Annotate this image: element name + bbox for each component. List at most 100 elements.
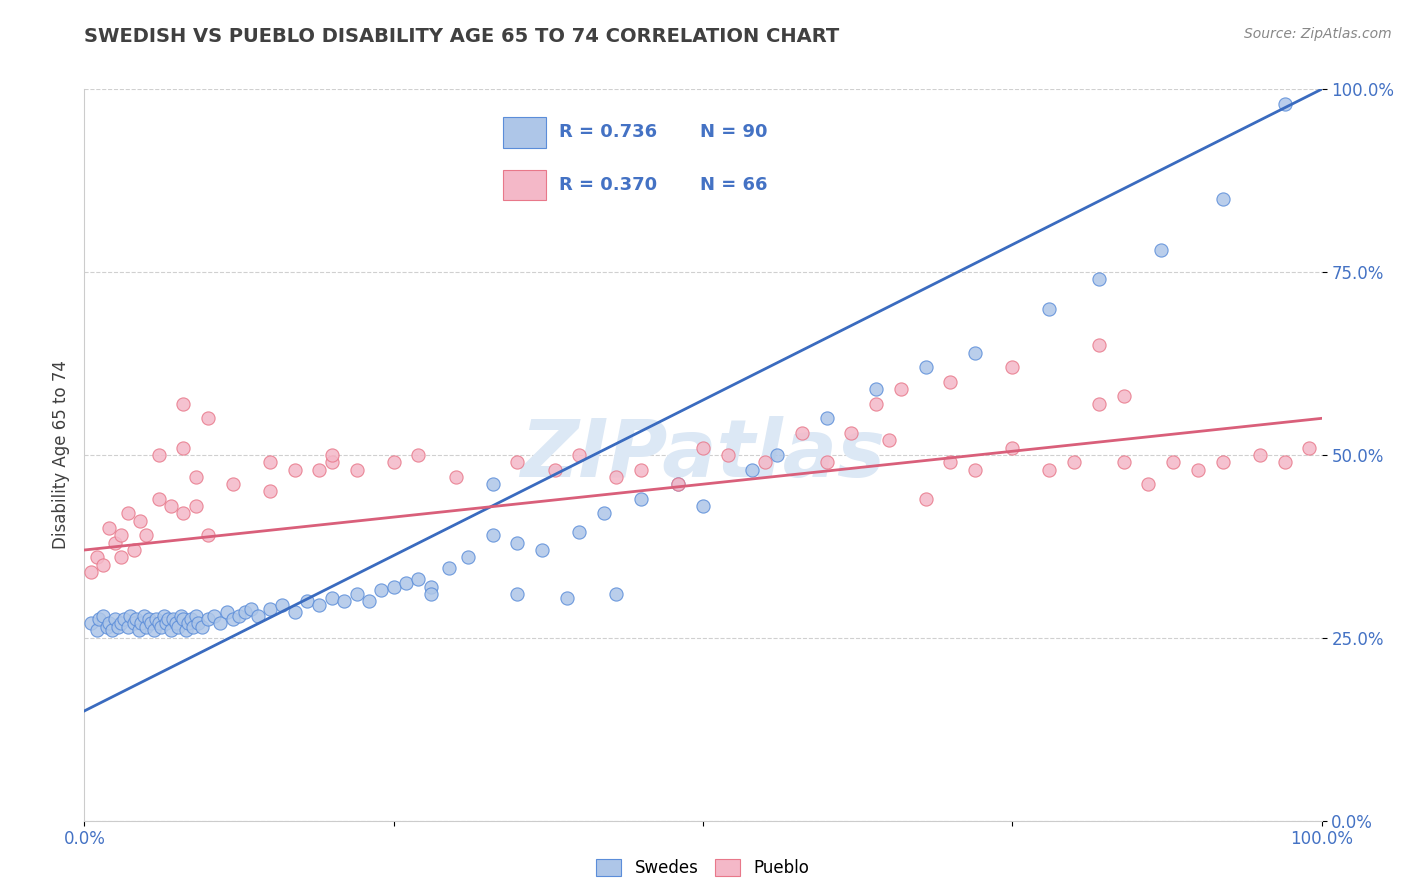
Point [174,624,197,638]
Point [543,462,565,476]
Text: N = 66: N = 66 [700,176,768,194]
Point [122,616,145,631]
Point [1001,441,1024,455]
Point [259,455,281,469]
Point [555,591,578,605]
Text: SWEDISH VS PUEBLO DISABILITY AGE 65 TO 74 CORRELATION CHART: SWEDISH VS PUEBLO DISABILITY AGE 65 TO 7… [84,27,839,45]
Point [766,448,789,462]
Point [1212,455,1234,469]
Point [1088,397,1111,411]
Point [128,624,150,638]
Point [295,594,318,608]
Point [112,613,135,627]
Point [284,605,307,619]
Point [408,572,430,586]
Point [666,477,689,491]
Point [754,455,776,469]
Point [321,448,343,462]
Point [419,587,441,601]
Point [568,448,591,462]
Point [228,608,250,623]
Point [197,613,219,627]
Point [79,565,101,579]
Point [877,434,900,448]
Point [666,477,689,491]
Point [187,616,209,631]
Point [160,624,183,638]
Point [233,605,256,619]
Point [222,477,245,491]
Point [117,620,139,634]
Point [202,608,225,623]
Point [1150,243,1173,257]
Point [135,528,157,542]
Point [1063,455,1085,469]
Point [86,550,108,565]
Point [630,462,652,476]
FancyBboxPatch shape [503,117,546,148]
Point [209,616,232,631]
Point [419,580,441,594]
Point [605,587,627,601]
Point [89,613,111,627]
Point [172,441,194,455]
Point [172,397,194,411]
Point [321,591,343,605]
Point [1088,272,1111,286]
Point [191,620,214,634]
Point [184,608,207,623]
Text: N = 90: N = 90 [700,123,768,141]
Point [79,616,101,631]
Point [1187,462,1209,476]
Text: ZIPatlas: ZIPatlas [520,416,886,494]
Point [91,558,114,572]
Point [506,535,529,549]
Point [382,580,405,594]
Point [240,601,263,615]
Point [197,411,219,425]
Point [439,561,461,575]
Point [172,507,194,521]
Legend: Swedes, Pueblo: Swedes, Pueblo [588,851,818,886]
Point [110,550,132,565]
Point [129,616,152,631]
Point [531,543,554,558]
Point [177,616,200,631]
Point [1038,462,1060,476]
Point [150,620,173,634]
Point [157,613,180,627]
Point [1274,455,1296,469]
Point [444,470,467,484]
Point [506,587,529,601]
Point [1249,448,1271,462]
Point [246,608,269,623]
Point [815,455,838,469]
Point [333,594,356,608]
Point [1112,455,1135,469]
Point [346,462,368,476]
Point [1161,455,1184,469]
Point [408,448,430,462]
Point [91,608,114,623]
Point [259,601,281,615]
Point [395,576,418,591]
Point [692,441,714,455]
Point [167,620,190,634]
Point [148,616,170,631]
Point [815,411,838,425]
Point [222,613,245,627]
Point [160,499,183,513]
Point [138,613,160,627]
Point [370,583,392,598]
Point [1112,389,1135,403]
Point [481,528,503,542]
Point [100,624,122,638]
Point [1088,338,1111,352]
Point [98,521,121,535]
Point [181,620,204,634]
Point [1001,360,1024,375]
Point [184,470,207,484]
Point [86,624,108,638]
Point [357,594,380,608]
Point [382,455,405,469]
